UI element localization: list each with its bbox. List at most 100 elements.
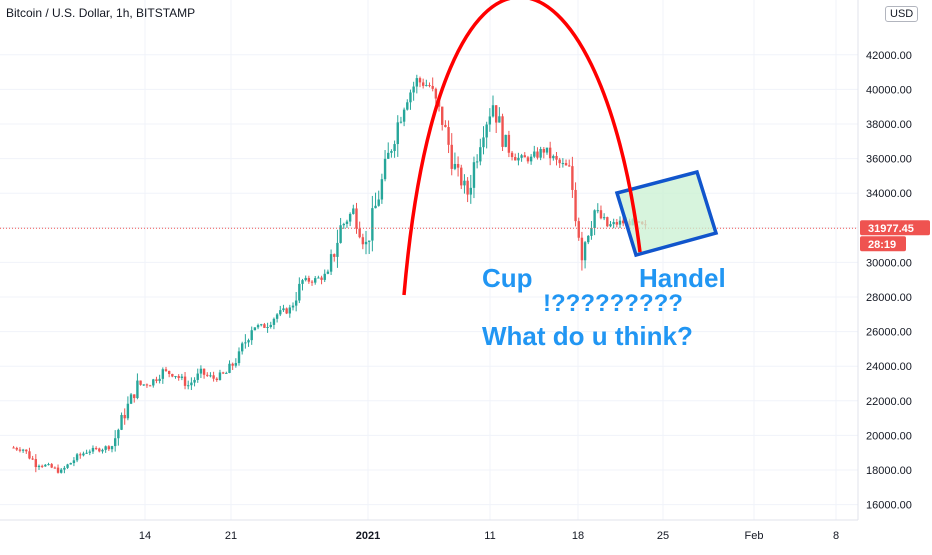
candle-body bbox=[288, 307, 292, 314]
candle-body bbox=[574, 189, 577, 222]
currency-button[interactable]: USD bbox=[885, 6, 919, 22]
candle-body bbox=[548, 147, 552, 159]
price-tick-label: 42000.00 bbox=[866, 50, 912, 62]
candle-body bbox=[329, 254, 333, 272]
price-tick-label: 30000.00 bbox=[866, 257, 912, 269]
candle-body bbox=[212, 375, 215, 379]
candle-body bbox=[260, 324, 263, 326]
candle-body bbox=[101, 449, 104, 452]
candle-body bbox=[374, 205, 377, 209]
candle-body bbox=[577, 221, 580, 238]
candle-body bbox=[56, 467, 60, 473]
candle-body bbox=[167, 370, 171, 374]
candle-body bbox=[152, 379, 155, 386]
price-tick-label: 28000.00 bbox=[866, 292, 912, 304]
candle-body bbox=[250, 330, 253, 341]
candle-body bbox=[199, 368, 203, 374]
candle-body bbox=[209, 375, 212, 377]
candle-body bbox=[269, 324, 272, 327]
candle-body bbox=[514, 157, 517, 161]
candle-body bbox=[190, 382, 193, 386]
candle-body bbox=[88, 451, 91, 453]
candle-body bbox=[104, 446, 107, 450]
candle-body bbox=[117, 429, 120, 439]
candle-body bbox=[494, 105, 498, 123]
candle-body bbox=[472, 162, 476, 188]
candle-body bbox=[523, 155, 526, 158]
candle-body bbox=[98, 448, 101, 452]
candle-body bbox=[63, 467, 66, 470]
candle-body bbox=[593, 210, 596, 229]
candle-body bbox=[91, 447, 95, 452]
candle-body bbox=[418, 78, 422, 83]
candle-body bbox=[596, 210, 599, 212]
candle-body bbox=[171, 373, 174, 377]
candle-body bbox=[79, 454, 82, 456]
candle-body bbox=[561, 163, 565, 165]
candle-body bbox=[355, 208, 358, 229]
price-tick-label: 34000.00 bbox=[866, 188, 912, 200]
candle-body bbox=[148, 385, 152, 387]
price-axis[interactable]: 16000.00 18000.00 20000.00 22000.00 24000.00… bbox=[866, 50, 912, 512]
candle-body bbox=[323, 273, 326, 280]
candle-body bbox=[21, 449, 25, 451]
candle-body bbox=[412, 86, 415, 93]
candle-body bbox=[606, 217, 609, 227]
candle-body bbox=[307, 277, 311, 282]
candle-body bbox=[123, 414, 126, 419]
candles bbox=[12, 74, 647, 474]
candle-body bbox=[66, 464, 69, 468]
candle-body bbox=[47, 464, 50, 466]
candle-body bbox=[202, 368, 206, 375]
candle-body bbox=[447, 127, 450, 145]
candle-body bbox=[393, 144, 396, 152]
candle-body bbox=[25, 449, 28, 452]
candle-body bbox=[69, 463, 72, 465]
question-text: What do u think? bbox=[482, 321, 693, 351]
countdown-value: 28:19 bbox=[868, 239, 896, 251]
candle-body bbox=[82, 453, 85, 456]
candle-body bbox=[507, 134, 511, 153]
candle-body bbox=[53, 467, 57, 469]
candle-body bbox=[129, 394, 133, 404]
candle-body bbox=[206, 374, 209, 376]
time-tick-label: 2021 bbox=[356, 530, 380, 542]
candle-body bbox=[450, 144, 453, 169]
candle-body bbox=[342, 223, 345, 226]
handle-channel[interactable] bbox=[614, 169, 719, 258]
candle-body bbox=[555, 155, 558, 160]
candle-body bbox=[133, 394, 136, 399]
candle-body bbox=[336, 242, 339, 257]
candle-body bbox=[533, 151, 536, 157]
candle-body bbox=[44, 464, 47, 467]
candle-body bbox=[161, 369, 165, 379]
price-tick-label: 22000.00 bbox=[866, 396, 912, 408]
candle-body bbox=[85, 452, 88, 454]
candle-body bbox=[40, 465, 44, 467]
candle-body bbox=[142, 384, 145, 386]
grid bbox=[0, 0, 858, 520]
candle-body bbox=[304, 277, 307, 281]
price-tick-label: 18000.00 bbox=[866, 465, 912, 477]
cup-label: Cup bbox=[482, 263, 533, 293]
candle-body bbox=[460, 167, 463, 186]
candle-body bbox=[444, 124, 447, 128]
candle-body bbox=[317, 277, 320, 279]
time-tick-label: 14 bbox=[139, 530, 151, 542]
candle-body bbox=[326, 271, 330, 274]
candle-body bbox=[164, 369, 168, 371]
candle-body bbox=[272, 318, 276, 325]
candle-body bbox=[469, 187, 472, 195]
candle-body bbox=[345, 221, 349, 224]
candle-body bbox=[425, 85, 428, 87]
cup-arc[interactable] bbox=[402, 0, 642, 296]
candle-body bbox=[504, 134, 507, 147]
symbol-title[interactable]: Bitcoin / U.S. Dollar, 1h, BITSTAMP bbox=[6, 6, 196, 20]
last-price-badge bbox=[860, 220, 930, 236]
candle-body bbox=[31, 458, 34, 460]
time-axis[interactable]: 14 21 2021 11 18 25 Feb 8 bbox=[139, 530, 839, 542]
candle-body bbox=[339, 225, 342, 243]
price-tick-label: 24000.00 bbox=[866, 361, 912, 373]
